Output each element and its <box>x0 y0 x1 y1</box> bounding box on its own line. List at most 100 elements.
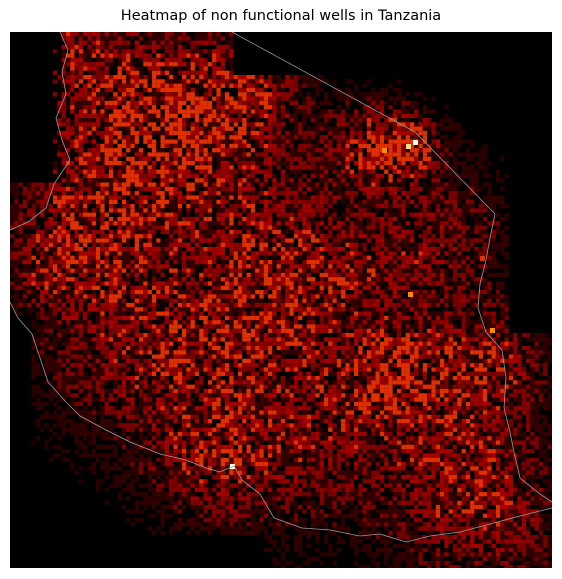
heat-cell <box>31 182 36 187</box>
heat-cell <box>418 272 423 278</box>
heat-cell <box>164 182 170 187</box>
heat-cell <box>409 229 415 235</box>
heat-cell <box>431 294 436 299</box>
heat-cell <box>272 281 277 286</box>
heat-cell <box>491 251 496 256</box>
heat-cell <box>285 199 290 204</box>
heat-cell <box>384 259 389 265</box>
heat-cell <box>207 182 213 187</box>
heat-cell <box>194 199 200 204</box>
heat-cell <box>470 290 475 295</box>
heat-cell <box>293 122 299 127</box>
heat-cell <box>409 126 415 131</box>
heat-cell <box>435 225 440 230</box>
heat-cell <box>96 70 101 75</box>
heat-cell <box>14 290 19 295</box>
heat-cell <box>186 70 191 75</box>
heat-cell <box>147 96 152 101</box>
heat-cell <box>478 156 483 161</box>
heat-cell <box>289 281 294 286</box>
heat-cell <box>169 143 174 149</box>
heat-cell <box>147 92 152 97</box>
heat-cell <box>474 173 479 179</box>
heat-cell <box>126 40 131 45</box>
heat-cell <box>306 195 311 200</box>
heat-cell <box>255 242 260 247</box>
heat-cell <box>147 100 152 106</box>
heat-cell <box>293 135 299 140</box>
heat-cell <box>216 216 221 222</box>
heat-cell <box>65 178 71 183</box>
heat-cell <box>57 290 62 295</box>
heat-cell <box>452 139 458 144</box>
heat-cell <box>194 126 200 131</box>
heat-cell <box>341 281 346 286</box>
heat-cell <box>83 212 88 217</box>
heat-cell <box>134 100 139 106</box>
heat-cell <box>405 290 410 295</box>
heat-cell <box>57 255 62 260</box>
heat-cell <box>78 100 84 106</box>
heat-cell <box>371 178 376 183</box>
heat-cell <box>293 152 299 157</box>
heat-cell <box>164 229 170 235</box>
heat-cell <box>298 281 303 286</box>
heat-cell <box>504 294 509 299</box>
heat-cell <box>156 221 161 226</box>
heat-cell <box>151 118 157 123</box>
heat-cell <box>121 255 127 260</box>
heat-cell <box>323 92 329 97</box>
heat-cell <box>250 83 256 88</box>
heat-cell <box>229 62 234 67</box>
heat-cell <box>461 229 466 235</box>
heat-cell <box>328 109 333 114</box>
heat-cell <box>354 294 359 299</box>
heat-cell <box>362 161 367 166</box>
heat-cell <box>405 191 410 196</box>
heat-cell <box>444 298 449 303</box>
heat-cell <box>164 126 170 131</box>
heat-cell <box>259 268 264 273</box>
heat-cell <box>96 32 101 37</box>
heat-cell <box>336 152 342 157</box>
heat-cell <box>328 259 333 265</box>
heat-cell <box>431 191 436 196</box>
heat-cell <box>104 165 109 170</box>
heat-cell <box>130 178 135 183</box>
heat-cell <box>173 173 178 179</box>
heat-cell <box>478 165 483 170</box>
heat-cell <box>177 221 182 226</box>
heat-cell <box>229 169 234 174</box>
heat-cell <box>341 238 346 243</box>
heat-cell <box>371 272 376 278</box>
heat-cell <box>70 225 75 230</box>
heat-cell <box>302 161 307 166</box>
heat-cell <box>293 216 299 222</box>
heat-cell <box>341 255 346 260</box>
heat-cell <box>216 75 221 80</box>
heat-cell <box>216 285 221 290</box>
heat-cell <box>74 298 79 303</box>
heat-cell <box>151 165 157 170</box>
heat-cell <box>285 165 290 170</box>
heat-cell <box>328 130 333 136</box>
heat-cell <box>121 212 127 217</box>
heat-cell <box>259 100 264 106</box>
heat-cell <box>169 195 174 200</box>
heat-cell <box>392 126 397 131</box>
heat-cell <box>130 247 135 252</box>
heat-cell <box>117 118 122 123</box>
heat-cell <box>156 156 161 161</box>
heat-cell <box>444 221 449 226</box>
heat-cell <box>461 238 466 243</box>
heat-cell <box>306 100 311 106</box>
heat-cell <box>113 135 118 140</box>
heat-cell <box>323 182 329 187</box>
heat-cell <box>18 251 23 256</box>
heat-cell <box>139 191 144 196</box>
heat-cell <box>384 277 389 282</box>
heat-cell <box>483 251 488 256</box>
heat-cell <box>14 251 19 256</box>
heat-cell <box>272 290 277 295</box>
heat-cell <box>452 165 458 170</box>
